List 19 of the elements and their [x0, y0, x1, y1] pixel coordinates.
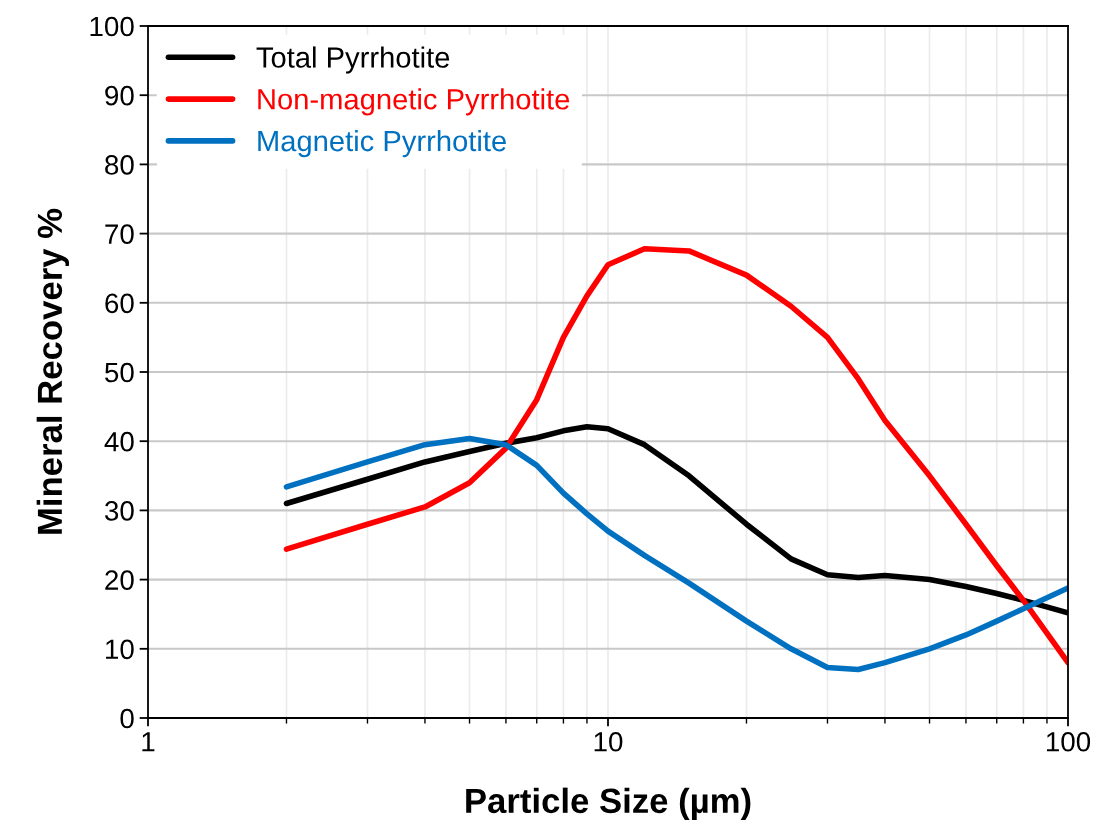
y-axis-title: Mineral Recovery % — [36, 208, 70, 534]
x-tick-label: 1 — [142, 732, 155, 752]
y-tick-label: 20 — [105, 570, 134, 590]
y-tick-label: 60 — [105, 293, 134, 314]
y-tick-label: 30 — [104, 501, 134, 521]
y-tick-label: 50 — [105, 362, 134, 383]
y-tick-label: 0 — [120, 708, 134, 729]
legend-label: Magnetic Pyrrhotite — [258, 129, 506, 158]
x-tick-label: 100 — [1046, 731, 1091, 752]
y-tick-label: 80 — [105, 155, 134, 175]
legend-label: Total Pyrrhotite — [256, 46, 450, 74]
y-tick-label: 70 — [105, 224, 134, 244]
x-tick-label: 10 — [594, 731, 623, 752]
legend-label: Non-magnetic Pyrrhotite — [258, 88, 570, 116]
y-tick-label: 90 — [105, 85, 134, 106]
x-axis-title: Particle Size (µm) — [466, 787, 751, 821]
y-tick-label: 40 — [104, 431, 134, 452]
y-tick-label: 10 — [106, 639, 134, 660]
y-tick-label: 100 — [90, 16, 134, 37]
